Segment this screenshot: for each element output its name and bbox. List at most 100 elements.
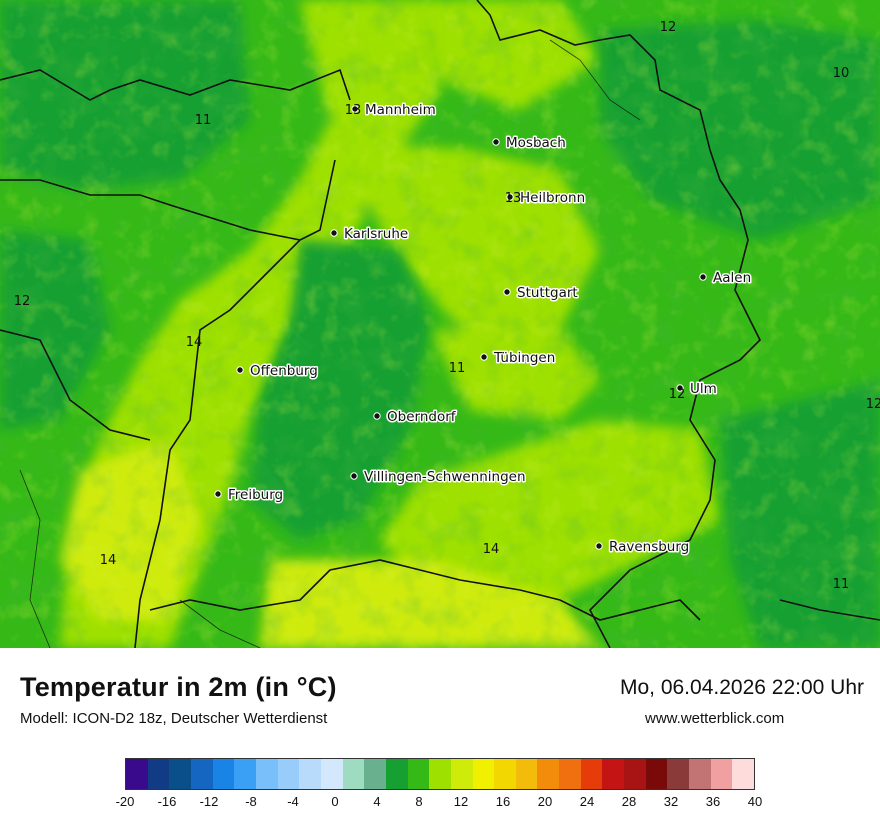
map-title: Temperatur in 2m (in °C) [20,672,337,702]
legend-swatch [710,759,733,789]
city-dot [351,105,359,113]
city-marker[interactable]: Ulm [676,380,718,399]
city-dot [214,490,222,498]
legend-tick: 40 [747,794,763,809]
legend-tick: -20 [115,794,135,809]
legend-swatch [732,759,755,789]
borders [0,0,880,648]
temperature-value-label: 12 [660,20,677,35]
state-border-baden-wuerttemberg [476,0,761,648]
website-link[interactable]: www.wetterblick.com [645,710,785,727]
legend-swatch [277,759,300,789]
legend-color-bar [125,758,755,790]
city-label: Aalen [713,270,751,286]
legend-tick: 16 [495,794,511,809]
border-swiss [149,559,701,621]
temperature-value-label: 14 [100,553,117,568]
legend-tick: -12 [199,794,219,809]
legend-swatch [234,759,256,789]
legend-tick: -16 [157,794,177,809]
city-label: Freiburg [228,487,283,503]
legend-tick: 4 [373,794,381,809]
city-marker[interactable]: Karlsruhe [330,225,410,244]
city-label: Villingen-Schwenningen [364,469,526,485]
map-footer: Temperatur in 2m (in °C) Modell: ICON-D2… [0,648,880,830]
legend-swatch [494,759,516,789]
city-marker[interactable]: Offenburg [236,362,319,381]
city-dot [506,193,514,201]
city-dot [595,542,603,550]
city-label: Oberndorf [387,409,457,425]
city-dot [492,138,500,146]
temperature-value-label: 12 [14,294,31,309]
temperature-value-label: 12 [866,397,880,412]
model-info: Modell: ICON-D2 18z, Deutscher Wetterdie… [20,710,328,727]
city-label: Mosbach [506,135,566,151]
legend-swatch [645,759,668,789]
legend-tick: 32 [663,794,679,809]
legend-swatch [255,759,278,789]
city-label: Tübingen [493,350,555,366]
legend-swatch [602,759,625,789]
city-marker[interactable]: Freiburg [214,486,285,505]
city-marker[interactable]: Aalen [699,269,753,288]
city-marker[interactable]: Stuttgart [503,284,579,303]
legend-swatch [126,759,148,789]
district-border-2 [19,469,51,648]
city-marker[interactable]: Mosbach [492,134,567,153]
legend-swatch [450,759,473,789]
temperature-value-label: 13 [505,191,522,206]
legend-swatch [385,759,408,789]
city-label: Offenburg [250,363,318,379]
legend-swatch [559,759,581,789]
city-dot [503,288,511,296]
city-marker[interactable]: Tübingen [480,349,557,368]
temperature-value-label: 14 [483,542,500,557]
legend-swatch [667,759,690,789]
legend-swatch [689,759,711,789]
city-label: Mannheim [365,102,436,118]
value-labels: 12 10 11 13 13 12 14 11 12 12 14 14 11 [14,20,880,592]
minor-borders [19,39,641,648]
district-border-3 [179,599,261,648]
legend-swatch [407,759,430,789]
legend-tick-labels: -20 -16 -12 -8 -4 0 4 8 12 16 20 24 28 32 36 40 [116,790,763,810]
district-border-1 [549,39,641,121]
legend-tick: -8 [245,794,257,809]
temperature-value-label: 11 [449,361,466,376]
city-marker[interactable]: Ravensburg [595,538,691,557]
legend-swatch [299,759,321,789]
legend-tick: 8 [415,794,423,809]
temperature-value-label: 12 [669,387,686,402]
border-northwest [0,68,351,101]
legend-swatch [342,759,365,789]
legend-swatch [212,759,235,789]
city-dot [236,366,244,374]
legend-tick: 0 [331,794,339,809]
legend-swatch [537,759,560,789]
temperature-value-label: 11 [195,113,212,128]
border-palatinate [0,179,301,241]
legend-swatch [429,759,451,789]
legend-swatch [624,759,646,789]
legend-swatch [364,759,386,789]
city-dot [699,273,707,281]
legend-tick: 36 [705,794,721,809]
city-dot [350,472,358,480]
city-label: Ravensburg [609,539,689,555]
legend-tick: 24 [579,794,595,809]
legend-swatch [190,759,213,789]
legend-swatch [169,759,191,789]
city-marker[interactable]: Heilbronn [506,189,587,208]
legend-tick: 12 [453,794,469,809]
city-marker[interactable]: Mannheim [351,101,437,120]
city-marker[interactable]: Oberndorf [373,408,458,427]
legend-swatch [580,759,603,789]
city-label: Stuttgart [517,285,578,301]
legend-swatch [320,759,343,789]
border-rhine [134,159,336,648]
temperature-value-label: 14 [186,335,203,350]
city-label: Heilbronn [520,190,585,206]
color-legend: -20 -16 -12 -8 -4 0 4 8 12 16 20 24 28 32 36 40 [116,758,763,810]
city-marker[interactable]: Villingen-Schwenningen [350,468,527,487]
